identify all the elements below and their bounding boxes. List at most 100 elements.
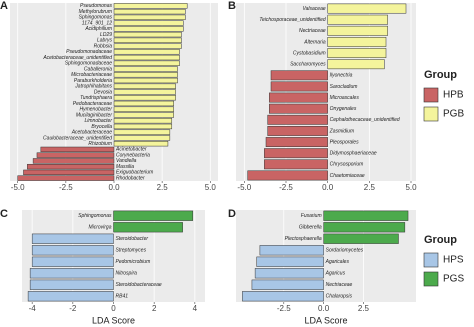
bar — [267, 114, 328, 125]
bar — [113, 31, 182, 38]
bar — [31, 233, 114, 244]
legend-swatch — [423, 87, 439, 103]
bar — [23, 169, 115, 176]
bar — [36, 152, 115, 158]
bar — [270, 81, 328, 92]
bar — [113, 123, 173, 130]
x-tick-label: -5.0 — [11, 183, 25, 192]
bar — [113, 100, 174, 107]
category-label: Methylorubrum — [79, 9, 112, 15]
bar — [327, 14, 388, 25]
x-tick-label: -2.5 — [279, 183, 293, 192]
panel-label: C — [0, 208, 8, 220]
x-tick-label: 2 — [152, 304, 157, 313]
category-label: Cystobasidium — [293, 50, 326, 56]
bar — [113, 3, 188, 9]
x-tick-label: 0.0 — [108, 183, 120, 192]
bar — [327, 48, 387, 58]
x-tick-label: 5.0 — [405, 183, 417, 192]
x-axis-label: LDA Score — [304, 315, 347, 325]
category-label: Acetobacteraceae — [71, 130, 113, 136]
category-label: Ilyonectria — [330, 73, 353, 79]
category-label: Microbacteriaceae — [71, 72, 112, 78]
bar — [113, 14, 186, 21]
x-tick-label: 0 — [111, 304, 116, 313]
bar — [113, 89, 176, 95]
legend-swatch — [423, 271, 439, 287]
category-label: Pseudomonadaceae — [66, 49, 112, 55]
bar — [267, 126, 328, 136]
category-label: Limnobacter — [84, 118, 112, 124]
x-tick-label: 0.0 — [318, 304, 330, 313]
legend-label: HPB — [443, 90, 464, 101]
category-label: Pedobacteraceae — [73, 101, 112, 107]
bar — [113, 66, 178, 72]
legend-title: Group — [424, 234, 457, 246]
bar — [113, 49, 180, 55]
category-label: Vandiella — [116, 158, 137, 164]
x-tick-label: -2.5 — [59, 183, 73, 192]
bar — [269, 103, 328, 114]
bar — [113, 54, 180, 61]
category-label: Alternaria — [303, 39, 326, 45]
bar — [113, 141, 169, 147]
category-label: Zasmidium — [329, 128, 354, 134]
category-label: Jatrophihabitans — [74, 84, 112, 90]
legend-swatch — [423, 252, 439, 268]
x-tick-label: 2.5 — [364, 183, 376, 192]
bar — [113, 95, 176, 101]
category-label: Fusarium — [301, 213, 322, 219]
bar — [247, 170, 328, 181]
bar — [113, 72, 178, 78]
x-tick-label: -4 — [29, 304, 37, 313]
category-label: Chaetomiaceae — [330, 173, 365, 179]
category-label: Pedomicrobium — [116, 259, 151, 265]
category-label: Agaricales — [325, 259, 350, 265]
panel-label: A — [0, 0, 8, 12]
category-label: Corynebacteria — [116, 152, 150, 158]
x-tick-label: -2.5 — [277, 304, 291, 313]
bar — [327, 25, 388, 36]
category-label: Nitrospira — [116, 271, 138, 277]
category-label: Caballeronia — [84, 66, 112, 72]
bar — [113, 60, 180, 66]
legend-label: HPS — [443, 255, 464, 266]
bar — [270, 70, 328, 81]
bar — [113, 118, 173, 124]
bar — [31, 256, 114, 267]
x-tick-label: 2.5 — [358, 304, 370, 313]
bar — [113, 210, 194, 221]
category-label: Labrys — [97, 38, 113, 44]
bar — [40, 146, 115, 153]
bar — [113, 83, 176, 89]
x-axis-label: LDA Score — [92, 315, 135, 325]
bar — [323, 233, 399, 244]
bar — [113, 77, 178, 84]
category-label: Microascales — [330, 95, 360, 101]
category-label: Exiguobacterium — [116, 170, 153, 176]
category-label: Paraburkholderia — [74, 78, 112, 84]
category-label: Saccharomyces — [290, 62, 326, 68]
bar — [323, 210, 409, 221]
category-label: Steroidobacteraceae — [116, 282, 162, 288]
category-label: Sordariomycetes — [326, 248, 364, 254]
bar — [113, 106, 174, 112]
category-label: Steroidobacter — [116, 236, 149, 242]
category-label: Microvirga — [88, 225, 111, 231]
bar — [327, 37, 387, 47]
bar — [113, 37, 182, 43]
legend-label: PGB — [443, 109, 464, 120]
bar — [29, 268, 114, 279]
category-label: Onygenales — [330, 106, 357, 112]
bar — [17, 175, 115, 181]
category-label: Sphingomonadaceae — [65, 61, 112, 67]
category-label: Didymosphaeriaceae — [330, 151, 377, 157]
category-label: Chalaropsis — [326, 294, 353, 300]
x-tick-label: 5.0 — [205, 183, 217, 192]
bar — [113, 112, 174, 118]
bar — [265, 137, 328, 147]
category-label: Valsaceae — [302, 6, 325, 12]
category-label: Rhizobium — [88, 141, 112, 147]
legend-swatch — [423, 106, 439, 122]
category-label: Bryocella — [91, 124, 112, 130]
